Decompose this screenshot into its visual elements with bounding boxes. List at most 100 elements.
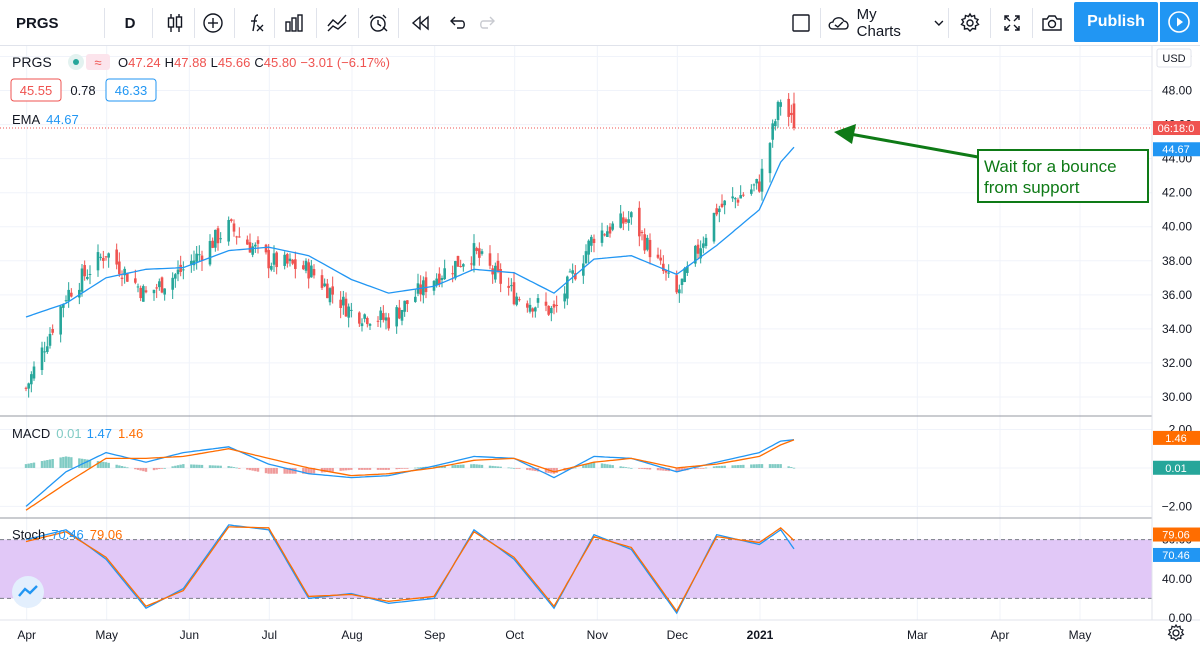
- stoch-legend[interactable]: Stoch 70.46 79.06: [12, 527, 122, 542]
- time-axis[interactable]: Apr May Jun Jul Aug Sep Oct Nov Dec 2021 Mar Apr May: [17, 628, 1091, 642]
- candle-body: [86, 276, 89, 279]
- macd-hist-bar: [288, 467, 292, 474]
- candle-body: [80, 268, 84, 292]
- candle-body: [787, 98, 790, 117]
- candle-body: [118, 261, 121, 275]
- candle-body: [62, 304, 65, 308]
- ask-box[interactable]: [105, 78, 157, 102]
- bars-icon[interactable]: [276, 0, 312, 46]
- time-tick-label: Jul: [262, 628, 277, 642]
- macd-hist-bar: [459, 464, 462, 468]
- fullscreen-icon[interactable]: [994, 0, 1030, 46]
- macd-hist-bar: [246, 467, 249, 470]
- gear-icon[interactable]: [1167, 623, 1185, 642]
- top-toolbar: PRGS D My Charts: [0, 0, 1200, 46]
- macd-hist-bar: [646, 467, 649, 470]
- my-charts-button[interactable]: My Charts: [826, 0, 946, 46]
- annotation-line-2: from support: [984, 178, 1080, 197]
- candle-body: [270, 265, 273, 270]
- candle-body: [771, 123, 774, 140]
- alert-icon[interactable]: [360, 0, 396, 46]
- candle-body: [592, 238, 596, 244]
- macd-hist-bar: [43, 460, 46, 468]
- candle-body: [190, 260, 193, 265]
- data-problem-icon[interactable]: [86, 54, 110, 70]
- macd-hist-bar: [608, 464, 612, 468]
- macd-hist-bar: [400, 467, 404, 469]
- symbol-search[interactable]: PRGS: [4, 0, 100, 46]
- interval-button[interactable]: D: [112, 0, 148, 46]
- time-tick-label: Sep: [424, 628, 446, 642]
- compare-icon[interactable]: [320, 0, 356, 46]
- candle-body: [755, 179, 758, 184]
- candle-body: [158, 281, 161, 288]
- camera-icon[interactable]: [1034, 0, 1070, 46]
- currency-text: USD: [1162, 53, 1185, 65]
- candle-body: [78, 289, 81, 298]
- replay-icon[interactable]: [402, 0, 438, 46]
- candles-icon[interactable]: [158, 0, 192, 46]
- macd-hist-bar: [358, 467, 361, 470]
- macd-hist-bar: [718, 465, 721, 468]
- chart-canvas[interactable]: 50.0048.0046.0044.0042.0040.0038.0036.00…: [0, 46, 1200, 646]
- macd-hist-bar: [462, 464, 465, 468]
- candle-body: [96, 252, 100, 271]
- candle-body: [667, 272, 670, 274]
- add-indicator-icon[interactable]: [196, 0, 230, 46]
- publish-button[interactable]: Publish: [1074, 2, 1158, 42]
- candle-body: [443, 268, 446, 280]
- gear-icon[interactable]: [952, 0, 988, 46]
- macd-hist-bar: [712, 466, 716, 468]
- ema-legend[interactable]: EMA 44.67: [12, 112, 79, 127]
- candle-body: [344, 298, 348, 317]
- candle-body: [470, 263, 473, 265]
- redo-icon[interactable]: [474, 0, 502, 46]
- candle-body: [752, 184, 756, 186]
- macd-hist-bar: [123, 466, 126, 468]
- play-icon[interactable]: [1160, 2, 1198, 42]
- macd-hist-bar: [366, 467, 369, 470]
- main-legend[interactable]: PRGS ≈ O47.24 H47.88 L45.66 C45.80 −3.01 (−6…: [10, 54, 390, 127]
- price-axis[interactable]: 50.0048.0046.0044.0042.0040.0038.0036.00…: [1162, 50, 1192, 404]
- candle-body: [331, 286, 334, 295]
- layout-icon[interactable]: [784, 0, 818, 46]
- macd-hist-bar: [472, 464, 476, 468]
- macd-hist-bar: [211, 465, 214, 468]
- bid-box[interactable]: [10, 78, 62, 102]
- candle-body: [518, 299, 521, 301]
- candle-body: [302, 265, 305, 270]
- candle-body: [40, 347, 44, 371]
- macd-hist-bar: [347, 467, 350, 471]
- candle-body: [768, 143, 772, 174]
- macd-hist-bar: [734, 465, 737, 468]
- candle-body: [510, 285, 513, 287]
- macd-hist-bar: [544, 467, 548, 473]
- candle-body: [659, 257, 662, 261]
- candle-body: [571, 270, 574, 274]
- undo-icon[interactable]: [442, 0, 472, 46]
- macd-hist-bar: [323, 467, 326, 473]
- candle-body: [731, 196, 734, 199]
- macd-legend[interactable]: MACD 0.01 1.47 1.46: [12, 426, 143, 441]
- macd-hist-bar: [419, 467, 422, 468]
- macd-hist-bar: [587, 463, 590, 468]
- candle-body: [435, 278, 438, 286]
- svg-text:06:18:0: 06:18:0: [1158, 123, 1195, 135]
- candle-body: [307, 262, 310, 279]
- usd-label[interactable]: USD: [1156, 48, 1192, 68]
- candle-body: [790, 112, 793, 116]
- macd-hist-bar: [515, 467, 518, 469]
- candle-body: [120, 277, 124, 280]
- candle-body: [648, 239, 652, 258]
- candle-body: [294, 259, 297, 269]
- candle-body: [176, 269, 180, 275]
- macd-hist-bar: [603, 463, 606, 468]
- macd-hist-bar: [664, 467, 668, 471]
- annotation-callout[interactable]: Wait for a bounce from support: [834, 124, 1149, 203]
- candle-body: [43, 351, 46, 353]
- fx-icon[interactable]: [238, 0, 272, 46]
- candle-body: [64, 300, 68, 302]
- macd-hist-bar: [67, 456, 70, 468]
